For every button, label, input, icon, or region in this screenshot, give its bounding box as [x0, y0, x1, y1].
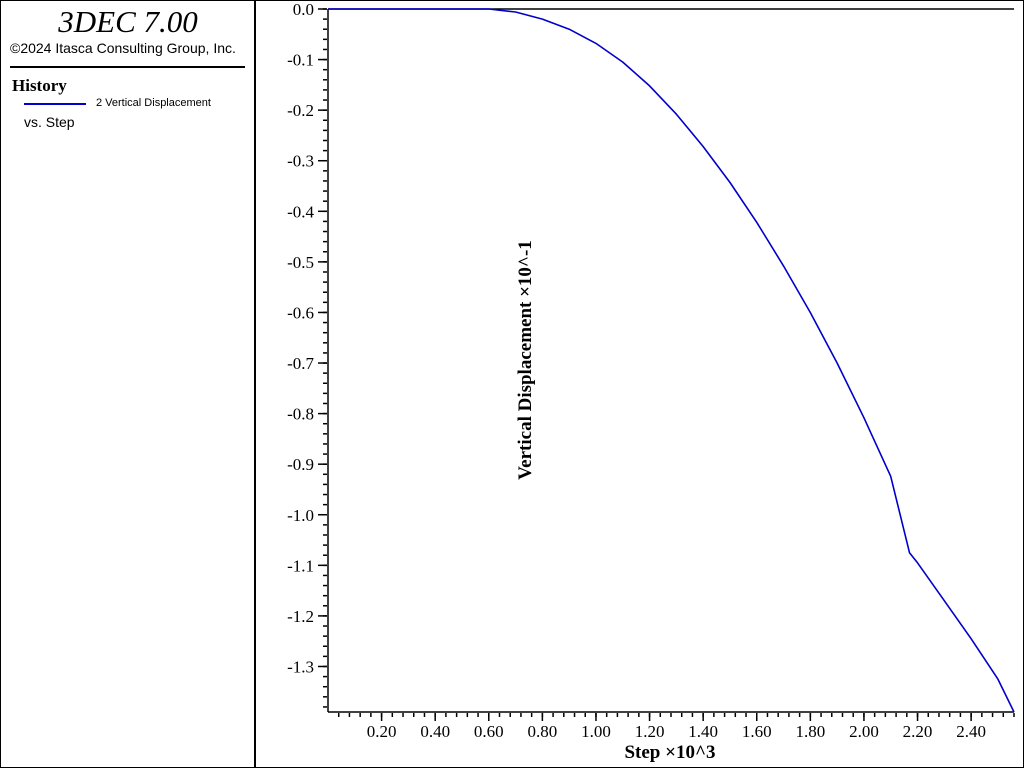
y-tick-label: -0.7: [287, 354, 314, 373]
x-tick-label: 1.20: [635, 722, 665, 741]
app-title: 3DEC 7.00: [58, 4, 198, 39]
y-tick-label: -1.0: [287, 506, 314, 525]
copyright-text: ©2024 Itasca Consulting Group, Inc.: [10, 40, 236, 56]
x-tick-label: 0.80: [528, 722, 558, 741]
x-tick-label: 0.60: [474, 722, 504, 741]
legend-series-label: 2 Vertical Displacement: [96, 97, 211, 109]
x-tick-label: 0.20: [367, 722, 397, 741]
y-tick-label: 0.0: [293, 0, 314, 19]
x-tick-label: 2.00: [849, 722, 879, 741]
x-tick-label: 1.40: [688, 722, 718, 741]
x-axis: 0.20 0.40 0.60 0.80 1.00 1.20 1.40 1.60 1.80 2.00…: [328, 711, 1015, 741]
legend-divider: [10, 66, 245, 68]
y-tick-label: -1.3: [287, 657, 314, 676]
series-layer: [328, 8, 1015, 713]
x-tick-label: 1.60: [742, 722, 772, 741]
y-tick-label: -1.1: [287, 556, 314, 575]
y-tick-label: -1.2: [287, 607, 314, 626]
legend-series-swatch: [24, 103, 86, 105]
y-tick-label: -0.4: [287, 202, 314, 221]
series-line-vertical-displacement: [328, 8, 1015, 713]
y-tick-label: -0.8: [287, 405, 314, 424]
y-tick-label: -0.3: [287, 152, 314, 171]
y-tick-label: -0.2: [287, 101, 314, 120]
y-tick-label: -0.5: [287, 253, 314, 272]
x-tick-label: 1.80: [795, 722, 825, 741]
y-axis: 0.0 -0.1 -0.2 -0.3 -0.4 -0.5 -0.6 -0.7 -0.8 -0.9 -…: [287, 0, 1014, 712]
x-tick-label: 1.00: [581, 722, 611, 741]
x-tick-label: 2.20: [903, 722, 933, 741]
y-tick-label: -0.1: [287, 51, 314, 70]
x-tick-label: 0.40: [420, 722, 450, 741]
y-axis-label: Vertical Displacement ×10^-1: [515, 240, 536, 480]
y-tick-label: -0.9: [287, 455, 314, 474]
x-tick-label: 2.40: [956, 722, 986, 741]
legend-panel: 3DEC 7.00 ©2024 Itasca Consulting Group,…: [0, 0, 256, 768]
y-tick-label: -0.6: [287, 303, 314, 322]
x-axis-label: Step ×10^3: [624, 742, 715, 763]
plot-area: 0.0 -0.1 -0.2 -0.3 -0.4 -0.5 -0.6 -0.7 -0.8 -0.9 -…: [287, 0, 1015, 763]
legend-section-title: History: [12, 76, 67, 95]
legend-vs-label: vs. Step: [24, 114, 75, 130]
